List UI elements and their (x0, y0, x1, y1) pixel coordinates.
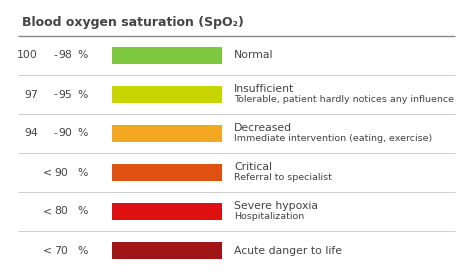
Text: Referral to specialist: Referral to specialist (234, 173, 332, 182)
Text: 80: 80 (54, 207, 68, 216)
Bar (112, 164, 222, 181)
Text: Severe hypoxia: Severe hypoxia (234, 201, 318, 212)
Text: 98: 98 (58, 50, 72, 61)
Text: Decreased: Decreased (234, 123, 292, 133)
Text: <: < (43, 246, 52, 255)
Text: %: % (78, 207, 88, 216)
Text: -: - (53, 129, 57, 138)
Text: Critical: Critical (234, 162, 272, 172)
Text: 90: 90 (58, 129, 72, 138)
Text: %: % (78, 129, 88, 138)
Text: %: % (78, 50, 88, 61)
Text: %: % (78, 246, 88, 255)
Text: Hospitalization: Hospitalization (234, 212, 304, 221)
Text: Acute danger to life: Acute danger to life (234, 246, 342, 255)
Bar (112, 242, 222, 259)
Text: <: < (43, 207, 52, 216)
Text: Insufficient: Insufficient (234, 84, 294, 95)
Text: 90: 90 (54, 167, 68, 178)
Text: Tolerable, patient hardly notices any influence: Tolerable, patient hardly notices any in… (234, 95, 454, 104)
Text: Immediate intervention (eating, exercise): Immediate intervention (eating, exercise… (234, 134, 432, 143)
Text: 100: 100 (17, 50, 38, 61)
Text: <: < (43, 167, 52, 178)
Text: 94: 94 (24, 129, 38, 138)
Text: -: - (53, 50, 57, 61)
Text: 97: 97 (24, 90, 38, 99)
Text: %: % (78, 167, 88, 178)
Text: 70: 70 (54, 246, 68, 255)
Bar (112, 86, 222, 103)
Bar (112, 125, 222, 142)
Bar (112, 47, 222, 64)
Text: Blood oxygen saturation (SpO₂): Blood oxygen saturation (SpO₂) (22, 16, 244, 29)
Text: -: - (53, 90, 57, 99)
Text: 95: 95 (58, 90, 72, 99)
Text: Normal: Normal (234, 50, 273, 61)
Text: %: % (78, 90, 88, 99)
Bar (112, 203, 222, 220)
